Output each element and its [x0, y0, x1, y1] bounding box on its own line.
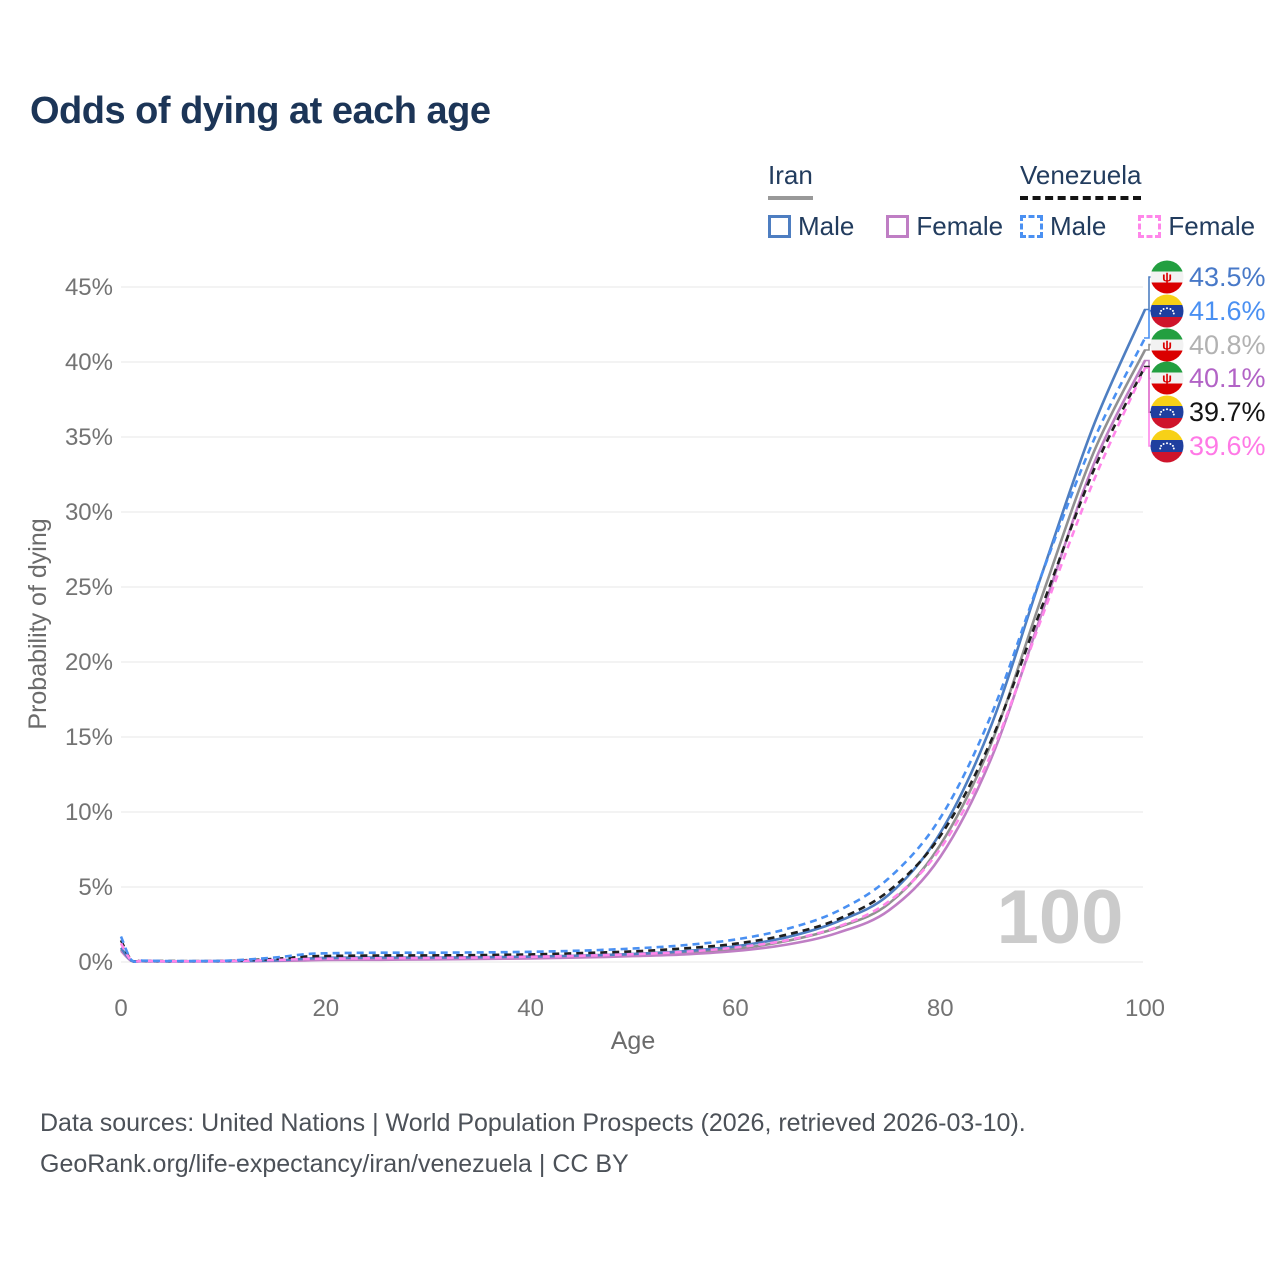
data-sources-line: Data sources: United Nations | World Pop… [40, 1109, 1026, 1137]
endpoint-value: 41.6% [1189, 295, 1266, 326]
y-tick-label: 5% [78, 874, 113, 901]
y-tick-label: 10% [65, 799, 113, 826]
endpoint-value: 43.5% [1189, 262, 1266, 292]
attribution-line: GeoRank.org/life-expectancy/iran/venezue… [40, 1150, 629, 1178]
legend-label: Female [916, 211, 1004, 241]
legend-country-iran: Iran [768, 160, 813, 200]
y-tick-label: 30% [65, 499, 113, 526]
x-tick-label: 40 [517, 995, 544, 1022]
series-line-venezuela-male[interactable] [119, 337, 1147, 964]
endpoint-label-venezuela-both: 39.7% [1150, 395, 1266, 429]
iran-female-swatch-icon [886, 215, 910, 238]
svg-text:ψ: ψ [1162, 371, 1172, 386]
flag-icon-iran: ψ [1150, 328, 1184, 362]
flag-icon-iran: ψ [1150, 361, 1184, 395]
flag-icon-iran: ψ [1150, 260, 1184, 294]
y-tick-label: 15% [65, 724, 113, 751]
endpoint-label-iran-female: ψ 40.1% [1150, 361, 1266, 395]
legend-item-iran-male[interactable]: Male [768, 211, 854, 242]
svg-text:ψ: ψ [1162, 270, 1172, 285]
x-tick-label: 60 [722, 995, 749, 1022]
y-tick-label: 40% [65, 349, 113, 376]
venezuela-female-swatch-icon [1138, 215, 1162, 238]
endpoint-label-venezuela-male: 41.6% [1150, 294, 1266, 328]
x-tick-label: 80 [927, 995, 954, 1022]
x-axis-title: Age [611, 1027, 655, 1055]
endpoint-label-iran-both: ψ 40.8% [1150, 328, 1266, 362]
legend-item-venezuela-male[interactable]: Male [1020, 211, 1106, 242]
y-tick-label: 20% [65, 649, 113, 676]
y-tick-label: 25% [65, 574, 113, 601]
endpoint-value: 39.6% [1189, 431, 1266, 461]
y-tick-label: 0% [78, 949, 113, 976]
series-line-iran-male[interactable] [119, 308, 1147, 963]
legend-group-venezuela: Venezuela Male Female [1020, 160, 1255, 242]
legend-item-venezuela-female[interactable]: Female [1138, 211, 1255, 242]
endpoint-value: 39.7% [1189, 397, 1266, 428]
legend-label: Male [798, 211, 855, 241]
iran-male-swatch-icon [768, 215, 791, 238]
legend-row-venezuela: Male Female [1020, 211, 1255, 242]
series-line-iran-female[interactable] [120, 359, 1147, 963]
endpoint-value: 40.1% [1189, 363, 1266, 394]
series-line-venezuela-female[interactable] [119, 367, 1147, 964]
y-tick-label: 35% [65, 424, 113, 451]
flag-icon-venezuela [1150, 294, 1184, 328]
x-tick-label: 20 [312, 995, 339, 1022]
flag-icon-venezuela [1150, 395, 1184, 429]
y-axis-title: Probability of dying [24, 518, 52, 729]
y-tick-label: 45% [65, 274, 113, 301]
x-tick-label: 0 [114, 995, 127, 1022]
legend-group-iran: Iran Male Female [768, 160, 1003, 242]
x-tick-label: 100 [1125, 995, 1165, 1022]
legend-country-venezuela: Venezuela [1020, 160, 1142, 200]
endpoint-value: 40.8% [1189, 329, 1266, 360]
flag-icon-venezuela [1150, 429, 1184, 463]
legend-item-iran-female[interactable]: Female [886, 211, 1003, 242]
svg-text:ψ: ψ [1162, 337, 1172, 352]
legend-label: Male [1050, 211, 1107, 241]
series-line-venezuela-both[interactable] [119, 365, 1147, 963]
series-line-iran-both[interactable] [120, 349, 1147, 963]
legend-label: Female [1168, 211, 1256, 241]
venezuela-male-swatch-icon [1020, 215, 1043, 238]
endpoint-label-venezuela-female: 39.6% [1150, 429, 1266, 463]
age-watermark: 100 [997, 875, 1124, 960]
legend-row-iran: Male Female [768, 211, 1003, 242]
endpoint-label-iran-male: ψ 43.5% [1150, 260, 1266, 294]
page-title: Odds of dying at each age [30, 90, 491, 132]
source-footer: Data sources: United Nations | World Pop… [40, 1103, 1026, 1185]
